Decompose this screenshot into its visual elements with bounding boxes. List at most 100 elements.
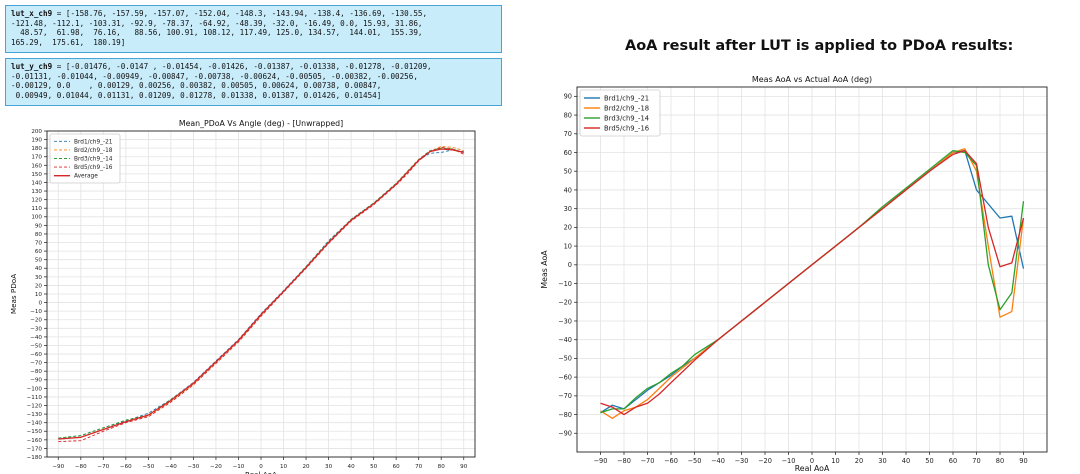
chart-title: Mean_PDoA Vs Angle (deg) - [Unwrapped] xyxy=(179,119,343,128)
section-title: AoA result after LUT is applied to PDoA … xyxy=(625,38,1014,54)
x-axis-label: Real AoA xyxy=(795,464,830,473)
series-line xyxy=(58,147,464,439)
plot-frame xyxy=(46,130,476,458)
x-tick-label: 60 xyxy=(949,457,957,465)
x-tick-label: −10 xyxy=(233,464,245,470)
y-tick-label: 70 xyxy=(564,130,572,138)
y-tick-label: 20 xyxy=(564,224,572,232)
lut-x-line: = [-158.76, -157.59, -157.07, -152.04, -… xyxy=(52,9,428,18)
y-tick-label: 150 xyxy=(31,172,42,178)
x-tick-label: −20 xyxy=(210,464,222,470)
legend-label: Brd5/ch9_-16 xyxy=(74,165,113,171)
y-tick-label: −10 xyxy=(558,280,572,288)
y-tick-label: 70 xyxy=(35,240,43,246)
x-tick-label: −90 xyxy=(52,464,64,470)
legend-label: Brd1/ch9_-21 xyxy=(74,139,113,145)
y-tick-label: 120 xyxy=(31,198,42,204)
x-tick-label: 0 xyxy=(259,464,263,470)
legend-label: Brd1/ch9_-21 xyxy=(604,94,649,102)
y-tick-label: 90 xyxy=(564,93,572,101)
x-tick-label: −90 xyxy=(594,457,608,465)
x-tick-label: 50 xyxy=(925,457,933,465)
y-tick-label: 10 xyxy=(35,292,43,298)
x-tick-label: 10 xyxy=(280,464,288,470)
legend-box xyxy=(579,89,661,137)
x-tick-label: −10 xyxy=(782,457,796,465)
lut-x-line: -121.48, -112.1, -103.31, -92.9, -78.37,… xyxy=(11,18,423,28)
x-tick-label: 10 xyxy=(831,457,839,465)
lut-y-line: = [-0.01476, -0.0147 , -0.01454, -0.0142… xyxy=(52,62,432,71)
y-tick-label: 200 xyxy=(31,129,42,135)
y-tick-label: −140 xyxy=(27,421,43,427)
lut-y-box: lut_y_ch9 = [-0.01476, -0.0147 , -0.0145… xyxy=(5,58,502,106)
y-tick-label: −170 xyxy=(27,446,43,452)
x-tick-label: 0 xyxy=(810,457,814,465)
x-tick-label: 30 xyxy=(325,464,333,470)
legend-label: Brd2/ch9_-18 xyxy=(74,148,113,154)
y-tick-label: −100 xyxy=(27,386,43,392)
plot-frame xyxy=(576,86,1048,453)
y-tick-label: 190 xyxy=(31,138,42,144)
x-tick-label: −70 xyxy=(97,464,109,470)
y-tick-label: −10 xyxy=(30,309,42,315)
x-tick-label: −50 xyxy=(142,464,154,470)
y-tick-label: −130 xyxy=(27,412,43,418)
x-tick-label: 30 xyxy=(878,457,886,465)
lut-y-line: -0.01131, -0.01044, -0.00949, -0.00847, … xyxy=(11,71,418,81)
y-tick-label: 160 xyxy=(31,163,42,169)
y-tick-label: −80 xyxy=(30,369,42,375)
x-tick-label: 80 xyxy=(996,457,1004,465)
x-axis-label: Real AoA xyxy=(245,470,277,474)
lut-x-line: 165.29, 175.61, 180.19] xyxy=(11,37,126,47)
x-tick-label: 50 xyxy=(370,464,378,470)
y-tick-label: −60 xyxy=(558,373,572,381)
y-tick-label: 60 xyxy=(564,149,572,157)
y-tick-label: 0 xyxy=(568,261,572,269)
y-tick-label: −180 xyxy=(27,455,43,461)
x-tick-label: −20 xyxy=(758,457,772,465)
x-tick-label: −30 xyxy=(735,457,749,465)
aoa-chart: −90 −80 −70 −60 −50 −40 −30 −20 −10 0 10 20 30 40 50 60… xyxy=(540,75,1048,473)
x-tick-label: −60 xyxy=(120,464,132,470)
y-tick-label: 60 xyxy=(35,249,43,255)
y-tick-label: 0 xyxy=(38,301,42,307)
lut-x-line: 48.57, 61.98, 76.16, 88.56, 100.91, 108.… xyxy=(11,28,423,38)
y-tick-label: 40 xyxy=(35,266,43,272)
y-tick-label: 130 xyxy=(31,189,42,195)
y-tick-label: 140 xyxy=(31,180,42,186)
y-tick-label: 30 xyxy=(564,205,572,213)
y-tick-label: 170 xyxy=(31,155,42,161)
x-tick-label: 40 xyxy=(902,457,910,465)
y-tick-label: −20 xyxy=(30,318,42,324)
y-tick-label: 80 xyxy=(35,232,43,238)
lut-y-name: lut_y_ch9 xyxy=(11,62,53,71)
x-tick-label: 70 xyxy=(972,457,980,465)
y-tick-label: 50 xyxy=(35,258,43,264)
y-tick-label: −50 xyxy=(30,343,42,349)
legend-label: Brd2/ch9_-18 xyxy=(604,104,649,112)
y-tick-label: 20 xyxy=(35,283,43,289)
x-tick-label: −50 xyxy=(688,457,702,465)
y-tick-label: −30 xyxy=(30,326,42,332)
y-tick-label: −20 xyxy=(558,299,572,307)
y-tick-label: 80 xyxy=(564,111,572,119)
y-tick-label: −150 xyxy=(27,429,43,435)
y-tick-label: −40 xyxy=(30,335,42,341)
lut-y-line: -0.00129, 0.0 , 0.00129, 0.00256, 0.0038… xyxy=(11,81,382,91)
y-tick-label: 40 xyxy=(564,186,572,194)
legend-label: Brd3/ch9_-14 xyxy=(74,157,113,163)
legend-label: Brd5/ch9_-16 xyxy=(604,124,649,132)
x-tick-label: 70 xyxy=(415,464,423,470)
x-tick-label: 60 xyxy=(393,464,401,470)
y-tick-label: −60 xyxy=(30,352,42,358)
x-tick-label: 20 xyxy=(302,464,310,470)
legend-box xyxy=(49,133,121,184)
pdoa-chart: −90 −80 −70 −60 −50 −40 −30 −20 −10 0 10 20 30 40 50 60… xyxy=(9,119,476,474)
y-tick-label: −160 xyxy=(27,438,43,444)
x-tick-label: 20 xyxy=(855,457,863,465)
y-axis-label: Meas AoA xyxy=(540,250,549,289)
series-line xyxy=(58,148,464,440)
x-tick-label: −80 xyxy=(617,457,631,465)
x-tick-label: 90 xyxy=(460,464,468,470)
x-tick-label: −40 xyxy=(165,464,177,470)
